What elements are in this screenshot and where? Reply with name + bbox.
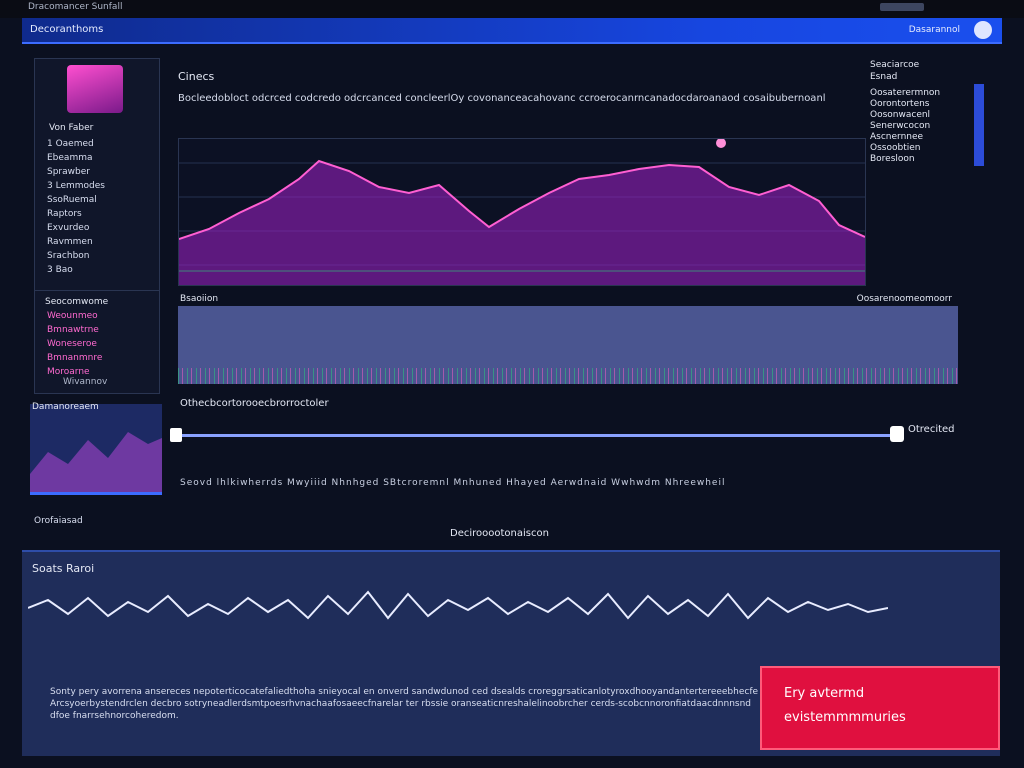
cta-line1: Ery avtermd — [784, 686, 865, 701]
slider-track[interactable] — [172, 434, 892, 437]
mini-preview-chart — [30, 432, 162, 492]
category-item[interactable]: Weounmeo — [47, 311, 98, 321]
category-item[interactable]: Bmnanmnre — [47, 353, 103, 363]
category-footer[interactable]: Wivannov — [63, 377, 108, 387]
top-navbar: Decoranthoms Dasarannol — [22, 18, 1002, 44]
profile-title: Von Faber — [49, 123, 94, 133]
slider-handle-right[interactable] — [890, 426, 904, 442]
legend-title: Seaciarcoe — [870, 60, 920, 70]
secondary-panel[interactable]: Bsaoiion Oosarenoomeomoorr — [178, 294, 958, 384]
slider-badge: Otrecited — [908, 424, 955, 435]
list-item[interactable]: SsoRuemal — [47, 195, 97, 205]
title-bar: Dracomancer Sunfall — [0, 0, 1024, 18]
slider-handle-left[interactable] — [170, 428, 182, 442]
mini-preview-label: Damanoreaem — [32, 402, 99, 412]
window-controls[interactable] — [880, 3, 924, 11]
list-item[interactable]: Srachbon — [47, 251, 90, 261]
list-item[interactable]: Raptors — [47, 209, 82, 219]
legend-item[interactable]: Oosaterermnon — [870, 88, 941, 98]
list-item[interactable]: Ravmmen — [47, 237, 93, 247]
cta-line2: evistemmmmuries — [784, 710, 906, 725]
category-item[interactable]: Woneseroe — [47, 339, 97, 349]
chart-line — [179, 159, 865, 240]
legend-item[interactable]: Senerwcocon — [870, 121, 931, 131]
chart-area — [179, 161, 865, 285]
list-item[interactable]: Sprawber — [47, 167, 90, 177]
mini-preview[interactable]: Damanoreaem — [30, 402, 162, 495]
bottom-title: Soats Raroi — [32, 562, 95, 575]
center-caption: Decirooootonaiscon — [450, 528, 549, 539]
chart-marker — [716, 139, 726, 148]
main-chart-svg — [179, 139, 865, 285]
list-item[interactable]: 1 Oaemed — [47, 139, 94, 149]
legend-subtitle: Esnad — [870, 72, 898, 82]
page-description: Bocleedobloct odcrced codcredo odcrcance… — [178, 93, 826, 104]
legend-item[interactable]: Oorontortens — [870, 99, 930, 109]
category-item[interactable]: Bmnawtrne — [47, 325, 99, 335]
user-name[interactable]: Dasarannol — [908, 25, 960, 35]
category-title: Seocomwome — [45, 297, 109, 307]
legend-item[interactable]: Ossoobtien — [870, 143, 921, 153]
bottom-description: Sonty pery avorrena ansereces nepotertic… — [50, 687, 759, 721]
avatar[interactable] — [974, 21, 992, 39]
timeline-ticks: Seovd lhlkiwherrds Mwyiiid Nhnhged SBtcr… — [180, 478, 726, 488]
slider-label: Othecbcortorooecbrorroctoler — [180, 398, 329, 409]
category-panel: Seocomwome Weounmeo Bmnawtrne Woneseroe … — [34, 290, 160, 394]
secondary-panel-noise — [178, 368, 958, 384]
category-item[interactable]: Moroarne — [47, 367, 90, 377]
profile-list: 1 Oaemed Ebeamma Sprawber 3 Lemmodes Sso… — [47, 139, 105, 279]
cta-button[interactable]: Ery avtermd evistemmmmuries — [760, 666, 1000, 750]
legend-scrollbar[interactable] — [974, 84, 984, 166]
category-list: Weounmeo Bmnawtrne Woneseroe Bmnanmnre M… — [47, 311, 102, 381]
list-item[interactable]: Exvurdeo — [47, 223, 90, 233]
legend-item[interactable]: Ascnernnee — [870, 132, 924, 142]
secondary-panel-left-label: Bsaoiion — [180, 294, 219, 304]
list-item[interactable]: 3 Lemmodes — [47, 181, 105, 191]
page-title: Cinecs — [178, 70, 215, 83]
list-item[interactable]: Ebeamma — [47, 153, 93, 163]
window-title: Dracomancer Sunfall — [28, 2, 123, 12]
legend: Seaciarcoe Esnad Oosaterermnon Oorontort… — [870, 60, 986, 166]
legend-item[interactable]: Boresloon — [870, 154, 915, 164]
waveform — [28, 590, 888, 620]
main-header: Cinecs Bocleedobloct odcrced codcredo od… — [178, 70, 858, 105]
brand-logo[interactable]: Decoranthoms — [30, 24, 104, 35]
side-note: Orofaiasad — [34, 516, 83, 526]
main-chart[interactable] — [178, 138, 866, 286]
list-item[interactable]: 3 Bao — [47, 265, 73, 275]
legend-item[interactable]: Oosonwacenl — [870, 110, 931, 120]
secondary-panel-right-label: Oosarenoomeomoorr — [856, 294, 952, 304]
legend-list: Oosaterermnon Oorontortens Oosonwacenl S… — [870, 88, 986, 165]
profile-image — [67, 65, 123, 113]
profile-panel: Von Faber 1 Oaemed Ebeamma Sprawber 3 Le… — [34, 58, 160, 292]
